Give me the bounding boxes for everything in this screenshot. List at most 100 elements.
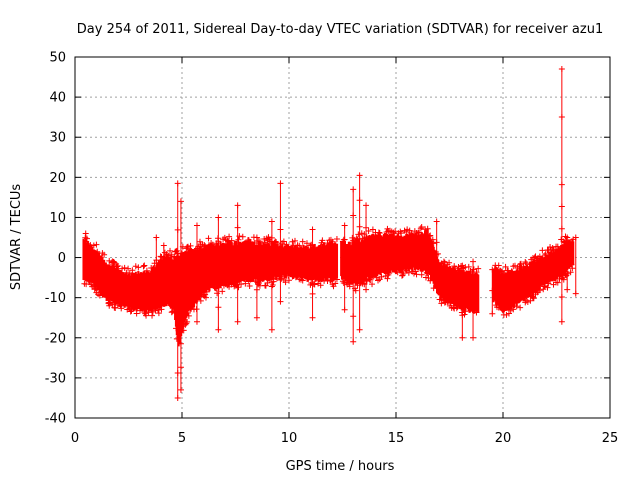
data-point [527,297,534,304]
data-point [280,238,287,245]
data-point [384,275,391,282]
data-point [264,279,271,286]
y-tick-label: 40 [49,91,66,106]
y-tick-label: 10 [49,211,66,226]
data-point [350,212,357,219]
data-point [129,267,136,274]
data-point [418,271,425,278]
data-point [177,315,184,322]
data-point [242,280,249,287]
data-point [503,311,510,318]
data-point [215,304,222,311]
data-point [400,270,407,277]
data-point [277,251,284,258]
data-point [558,203,565,210]
data-point [309,290,316,297]
data-point [83,235,90,242]
data-point [440,258,447,265]
data-point [429,236,436,243]
data-series [81,66,579,401]
data-point [106,299,113,306]
data-point [350,237,357,244]
data-point [256,282,263,289]
data-point [317,282,324,289]
data-point [133,310,140,317]
data-point [119,265,126,272]
data-point [558,225,565,232]
data-point [356,223,363,230]
data-point [308,280,315,287]
data-point [174,370,181,377]
data-point [398,230,405,237]
data-point [558,318,565,325]
data-point [369,226,376,233]
data-point [83,281,90,288]
data-point [90,242,97,249]
data-point [149,308,156,315]
data-point [277,180,284,187]
data-point [430,240,437,247]
data-point [569,265,576,272]
data-point [465,263,472,270]
data-point [177,198,184,205]
data-point [554,279,561,286]
data-point [135,264,142,271]
data-point [303,240,310,247]
data-point [132,263,139,270]
data-point [413,271,420,278]
data-point [234,318,241,325]
data-point [268,218,275,225]
data-point [82,247,89,254]
data-point [355,231,362,238]
data-point [205,235,212,242]
data-point [187,242,194,249]
data-point [183,320,190,327]
x-tick-label: 20 [495,431,512,446]
data-point [167,247,174,254]
data-point [174,394,181,401]
data-point [517,261,524,268]
y-tick-label: -10 [45,291,66,306]
data-point [82,266,89,273]
data-point [177,340,184,347]
data-point [140,263,147,270]
data-point [459,312,466,319]
data-point [341,264,348,271]
data-point [434,250,441,257]
x-tick-label: 5 [178,431,186,446]
y-tick-label: 50 [49,51,66,66]
data-point [489,287,496,294]
data-point [253,314,260,321]
data-point [101,251,108,258]
data-point [524,298,531,305]
data-point [424,225,431,232]
data-point [567,269,574,276]
data-point [197,297,204,304]
data-point [184,243,191,250]
data-point [539,247,546,254]
plot-frame [74,56,611,419]
data-point [558,251,565,258]
y-tick-label: 30 [49,131,66,146]
data-point [470,258,477,265]
x-tick-label: 25 [602,431,619,446]
data-point [121,264,128,271]
data-point [114,262,121,269]
data-point [433,278,440,285]
data-point [268,238,275,245]
data-point [473,309,480,316]
data-point [350,186,357,193]
data-point [346,283,353,290]
data-point [536,287,543,294]
data-point [193,294,200,301]
data-point [517,304,524,311]
data-point [340,280,347,287]
data-point [540,286,547,293]
data-point [542,250,549,257]
data-point [158,306,165,313]
data-point [558,271,565,278]
data-point [495,262,502,269]
data-point [332,280,339,287]
data-point [193,245,200,252]
data-point [415,229,422,236]
